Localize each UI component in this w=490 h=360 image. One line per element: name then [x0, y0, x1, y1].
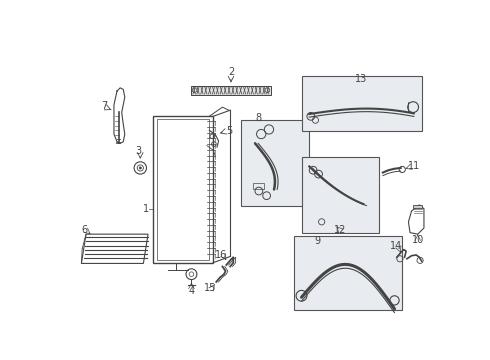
Bar	[153, 116, 213, 263]
Text: 5: 5	[226, 126, 233, 136]
Bar	[301, 157, 379, 233]
Text: 8: 8	[256, 113, 262, 123]
Text: 14: 14	[390, 242, 402, 252]
Text: 1: 1	[143, 204, 149, 214]
Bar	[301, 76, 421, 131]
Bar	[253, 183, 264, 189]
Bar	[192, 86, 270, 95]
Text: 16: 16	[215, 250, 227, 260]
Circle shape	[139, 167, 142, 169]
Text: 9: 9	[314, 236, 320, 246]
Polygon shape	[413, 205, 422, 208]
Text: 4: 4	[188, 286, 195, 296]
Text: 12: 12	[334, 225, 346, 235]
Text: 10: 10	[412, 235, 424, 244]
Text: 15: 15	[204, 283, 216, 293]
Text: 2: 2	[228, 67, 234, 77]
Text: 3: 3	[136, 146, 142, 156]
Bar	[241, 120, 309, 206]
Bar	[157, 120, 209, 260]
Text: 6: 6	[81, 225, 88, 235]
Text: 13: 13	[355, 75, 368, 84]
Bar	[294, 236, 402, 310]
Text: 7: 7	[101, 101, 107, 111]
Text: 11: 11	[408, 161, 420, 171]
